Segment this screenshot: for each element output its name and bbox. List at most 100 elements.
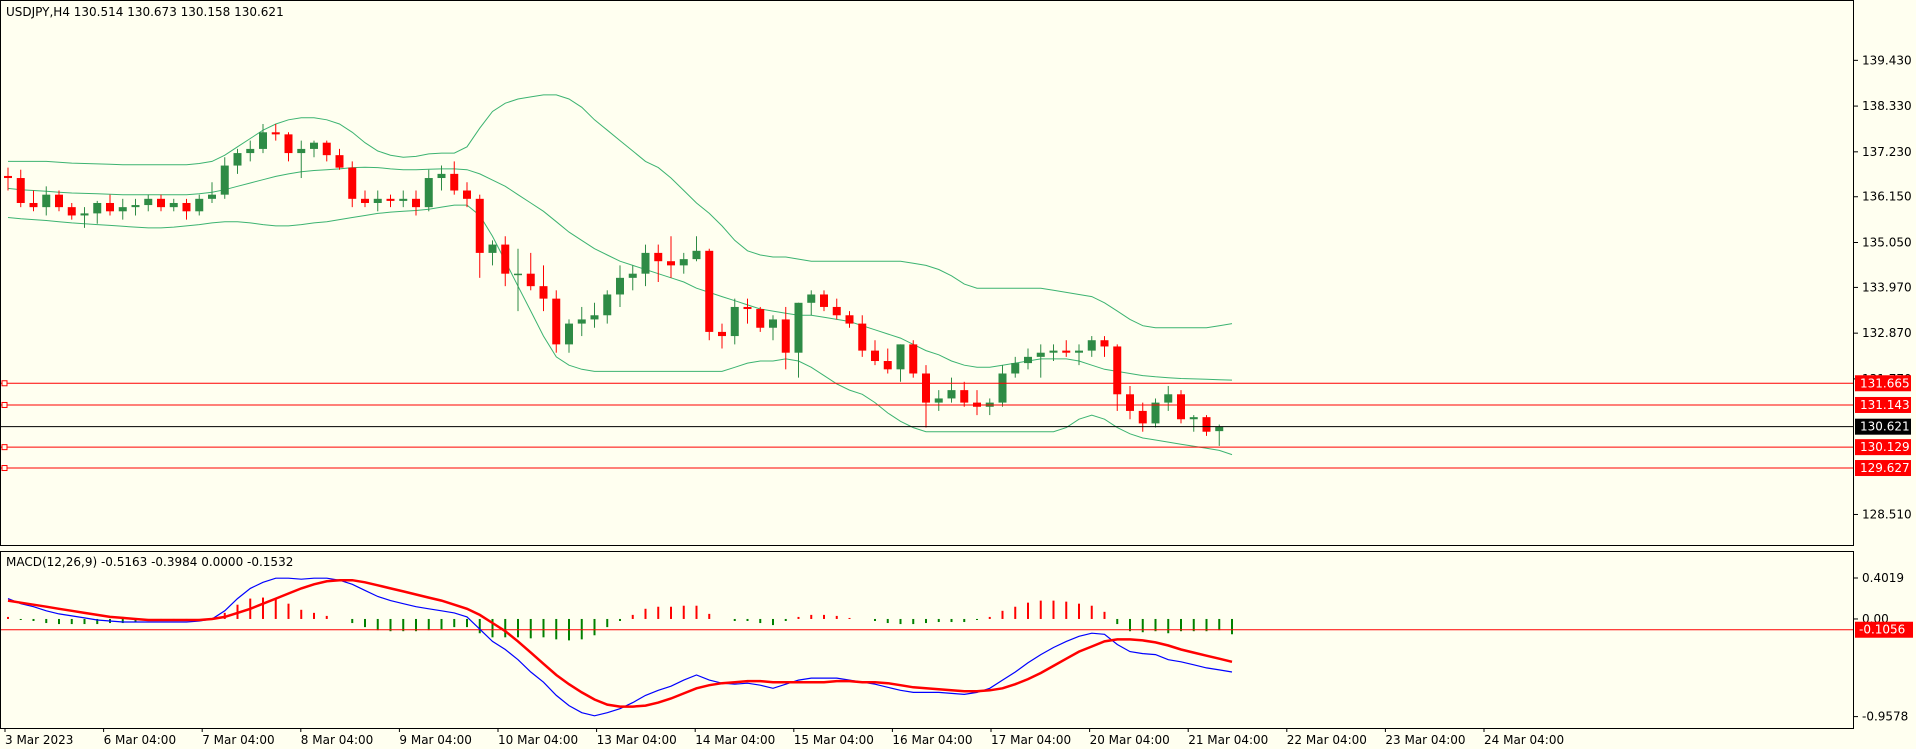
candle-body xyxy=(475,198,484,253)
time-axis-label: 17 Mar 04:00 xyxy=(991,733,1071,747)
candle-body xyxy=(131,205,140,208)
candle-body xyxy=(718,331,726,337)
time-axis-label: 24 Mar 04:00 xyxy=(1484,733,1564,747)
candle-body xyxy=(705,250,714,332)
candle-body xyxy=(1177,394,1185,420)
candle-body xyxy=(1049,350,1058,353)
candle-body xyxy=(271,132,280,135)
candle-body xyxy=(1087,340,1096,351)
price-panel-header: USDJPY,H4 130.514 130.673 130.158 130.62… xyxy=(6,5,284,19)
candle-body xyxy=(960,390,969,403)
time-axis-label: 15 Mar 04:00 xyxy=(794,733,874,747)
price-axis-label: 135.050 xyxy=(1862,235,1912,249)
current-price-badge xyxy=(1855,418,1911,435)
time-axis-label: 9 Mar 04:00 xyxy=(399,733,472,747)
candle-body xyxy=(1164,394,1173,403)
candle-body xyxy=(16,178,25,203)
candle-body xyxy=(310,142,318,149)
level-price-label: 131.143 xyxy=(1860,398,1910,412)
candle-body xyxy=(1011,363,1020,374)
candle-body xyxy=(373,198,382,203)
candle-body xyxy=(590,315,599,320)
candle-body xyxy=(539,286,548,299)
time-axis-label: 16 Mar 04:00 xyxy=(892,733,972,747)
candle-body xyxy=(322,142,331,156)
candle-body xyxy=(157,198,165,208)
candle-body xyxy=(118,207,127,212)
price-axis-label: 136.150 xyxy=(1862,190,1912,204)
candle-body xyxy=(220,165,229,195)
candle-body xyxy=(1138,410,1147,424)
macd-panel-frame xyxy=(0,551,1854,729)
candle-body xyxy=(488,244,497,253)
candle-body xyxy=(297,148,306,154)
candle-body xyxy=(246,148,255,154)
candle-body xyxy=(361,198,369,203)
price-panel-frame xyxy=(0,0,1854,546)
bollinger-upper-band xyxy=(8,94,1233,329)
candle-body xyxy=(1202,417,1211,432)
macd-level-badge xyxy=(1855,621,1913,638)
candle-body xyxy=(730,306,739,337)
candle-body xyxy=(820,294,828,307)
candle-body xyxy=(667,261,675,266)
time-axis-label: 7 Mar 04:00 xyxy=(202,733,275,747)
candle-body xyxy=(832,306,841,316)
candle-body xyxy=(233,153,242,166)
candle-body xyxy=(641,252,650,274)
macd-panel-header: MACD(12,26,9) -0.5163 -0.3984 0.0000 -0.… xyxy=(6,555,293,569)
macd-axis-label: -0.9578 xyxy=(1862,710,1908,724)
candle-body xyxy=(743,306,752,310)
level-anchor-marker xyxy=(1,401,8,408)
price-axis-label: 138.330 xyxy=(1862,99,1912,113)
candle-body xyxy=(42,194,51,208)
level-anchor-marker xyxy=(1,380,8,387)
price-axis-label: 132.870 xyxy=(1862,326,1912,340)
price-axis-label: 133.970 xyxy=(1862,280,1912,294)
candle-body xyxy=(1113,346,1122,395)
level-price-badge xyxy=(1855,396,1911,413)
candle-body xyxy=(80,213,89,216)
candle-body xyxy=(896,344,905,370)
candle-body xyxy=(616,277,624,295)
candle-body xyxy=(654,252,663,262)
candle-body xyxy=(514,273,522,276)
candle-body xyxy=(756,309,765,328)
candle-body xyxy=(284,134,293,154)
candle-body xyxy=(679,259,688,266)
macd-signal-line xyxy=(7,578,1233,708)
candle-body xyxy=(1024,356,1032,364)
candle-body xyxy=(386,198,395,201)
candle-body xyxy=(1075,350,1083,353)
candle-body xyxy=(424,178,433,208)
time-axis-label: 8 Mar 04:00 xyxy=(301,733,374,747)
candle-body xyxy=(794,302,803,353)
candle-body xyxy=(106,202,114,212)
candle-body xyxy=(195,198,204,212)
bollinger-lower-band xyxy=(7,204,1233,456)
candle-body xyxy=(169,202,178,208)
candle-body xyxy=(883,361,892,370)
candle-body xyxy=(335,155,344,168)
candle-body xyxy=(934,398,943,403)
candle-body xyxy=(922,373,930,403)
candle-body xyxy=(1189,417,1198,420)
price-axis-label: 128.510 xyxy=(1862,507,1912,521)
candle-body xyxy=(501,244,510,274)
candle-body xyxy=(182,202,191,212)
candle-body xyxy=(144,198,153,206)
candle-body xyxy=(781,319,790,353)
candle-body xyxy=(769,319,777,328)
level-price-badge xyxy=(1855,439,1911,456)
time-axis-label: 14 Mar 04:00 xyxy=(695,733,775,747)
candle-body xyxy=(412,198,420,208)
level-price-badge xyxy=(1855,460,1911,477)
candle-body xyxy=(1062,350,1071,353)
candle-body xyxy=(603,294,612,316)
candle-body xyxy=(577,319,586,324)
candle-body xyxy=(348,167,357,199)
candle-body xyxy=(858,323,867,351)
level-price-label: 129.627 xyxy=(1860,461,1910,475)
